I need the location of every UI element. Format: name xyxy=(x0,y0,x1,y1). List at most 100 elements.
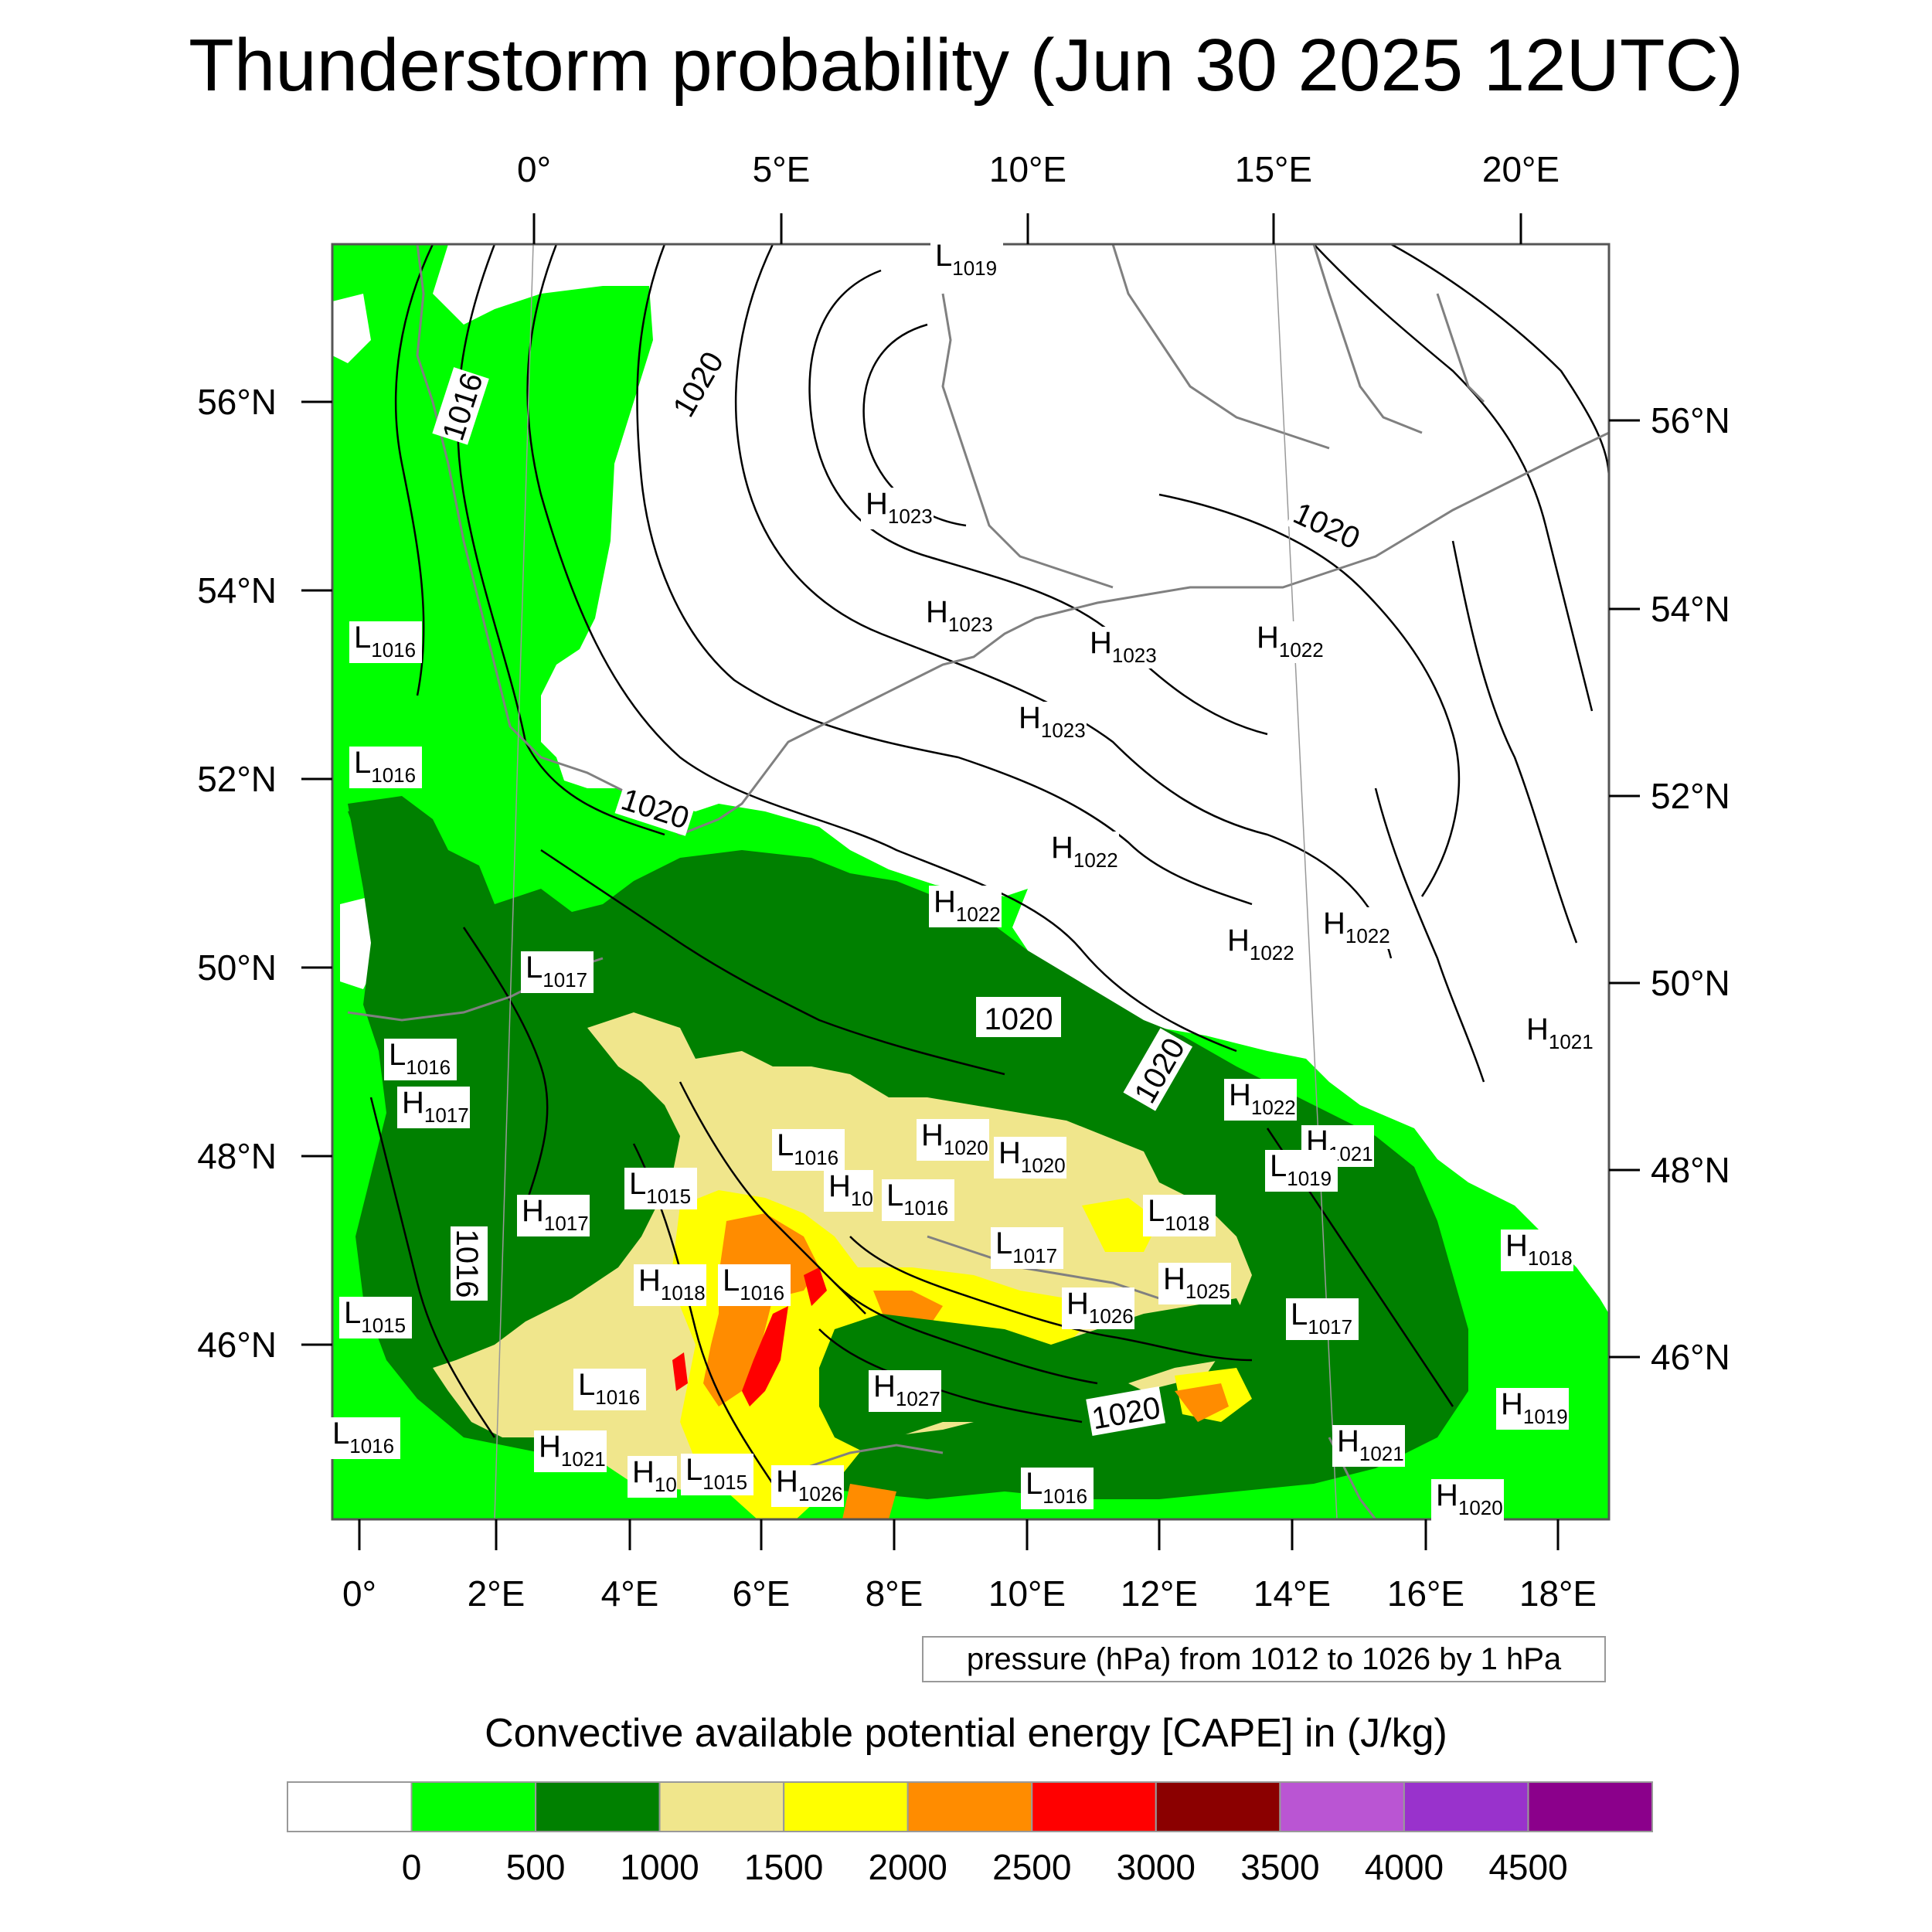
pressure-label-box xyxy=(1265,1150,1338,1192)
pressure-label-text: H1017 xyxy=(402,1086,469,1127)
high-pressure-label: H1022 xyxy=(1318,906,1391,949)
top-tick-label: 0° xyxy=(517,149,551,189)
pressure-center-letter: L xyxy=(354,746,371,780)
bottom-tick-label: 4°E xyxy=(601,1573,659,1614)
pressure-center-value: 1026 xyxy=(798,1482,843,1505)
pressure-center-letter: H xyxy=(1229,1078,1251,1112)
colorbar-tick-label: 500 xyxy=(506,1847,566,1887)
pressure-label-text: L1016 xyxy=(354,746,416,787)
pressure-label-box xyxy=(1522,1013,1594,1055)
colorbar-swatch xyxy=(906,1781,1033,1832)
pressure-center-letter: L xyxy=(526,951,543,985)
low-pressure-label: L1016 xyxy=(328,1417,400,1459)
pressure-center-value: 1016 xyxy=(595,1386,640,1409)
pressure-label-text: L1016 xyxy=(354,621,416,662)
colorbar-swatch xyxy=(1527,1781,1653,1832)
high-pressure-label: H1019 xyxy=(1496,1387,1569,1430)
low-pressure-label: L1015 xyxy=(681,1453,753,1495)
pressure-center-letter: H xyxy=(1337,1424,1359,1458)
pressure-label-box xyxy=(1085,627,1158,668)
bottom-tick-label: 18°E xyxy=(1519,1573,1597,1614)
pressure-center-letter: L xyxy=(1148,1194,1165,1228)
low-pressure-label: L1017 xyxy=(521,951,594,993)
low-pressure-label: L1016 xyxy=(772,1128,845,1171)
pressure-center-value: 1017 xyxy=(543,968,587,992)
low-pressure-label: L1016 xyxy=(349,621,422,663)
colorbar-swatch xyxy=(1031,1781,1157,1832)
pressure-label-box xyxy=(930,240,1003,281)
right-tick-label: 48°N xyxy=(1651,1150,1730,1190)
pressure-label-box xyxy=(517,1195,590,1236)
pressure-label-text: L1018 xyxy=(1148,1194,1209,1235)
pressure-center-value: 1025 xyxy=(1185,1280,1230,1303)
high-pressure-label: H1020 xyxy=(994,1136,1066,1179)
colorbar-swatch xyxy=(410,1781,536,1832)
low-pressure-label: L1016 xyxy=(573,1368,646,1410)
high-pressure-label: H1022 xyxy=(929,885,1002,927)
pressure-center-letter: L xyxy=(332,1417,349,1451)
pressure-label-box xyxy=(1223,924,1295,966)
pressure-center-value: 1023 xyxy=(888,505,933,528)
pressure-label-text: H1021 xyxy=(1337,1424,1404,1465)
pressure-label-box xyxy=(772,1129,845,1171)
pressure-label-text: H1020 xyxy=(921,1118,988,1159)
pressure-center-value: 1016 xyxy=(794,1146,838,1169)
bottom-tick-label: 2°E xyxy=(468,1573,526,1614)
pressure-center-value: 1022 xyxy=(1251,1096,1296,1119)
pressure-center-letter: H xyxy=(1526,1012,1549,1046)
pressure-center-letter: H xyxy=(402,1086,424,1120)
pressure-label-text: H1027 xyxy=(873,1369,940,1410)
pressure-center-value: 1017 xyxy=(1012,1244,1057,1267)
pressure-center-letter: H xyxy=(873,1369,896,1403)
chart-title: Thunderstorm probability (Jun 30 2025 12… xyxy=(189,24,1743,107)
cape-field xyxy=(332,244,1609,1519)
high-pressure-label: H10 xyxy=(824,1169,873,1212)
coastlines xyxy=(347,244,1609,1519)
pressure-center-value: 1026 xyxy=(1089,1304,1134,1328)
left-tick-label: 48°N xyxy=(197,1136,277,1176)
high-pressure-label: H1017 xyxy=(397,1086,470,1128)
pressure-label-box xyxy=(921,596,994,638)
pressure-label-box xyxy=(1014,702,1087,743)
left-tick-label: 52°N xyxy=(197,759,277,799)
pressure-label-box xyxy=(1431,1479,1504,1521)
pressure-label-box xyxy=(994,1137,1066,1179)
pressure-label-box xyxy=(1158,1263,1231,1304)
pressure-center-letter: H xyxy=(998,1136,1021,1170)
high-pressure-label: H1017 xyxy=(517,1194,590,1236)
high-pressure-label: H1027 xyxy=(869,1369,941,1412)
pressure-center-letter: H xyxy=(1090,626,1112,660)
colorbar-tick-label: 4000 xyxy=(1365,1847,1444,1887)
pressure-label-box xyxy=(1501,1230,1573,1271)
pressure-center-value: 1016 xyxy=(740,1281,784,1304)
low-pressure-label: L1017 xyxy=(991,1226,1063,1269)
pressure-center-value: 1017 xyxy=(544,1212,589,1235)
pressure-label-text: H10 xyxy=(828,1169,873,1210)
bottom-tick-label: 16°E xyxy=(1387,1573,1464,1614)
colorbar-title: Convective available potential energy [C… xyxy=(485,1711,1447,1756)
pressure-center-letter: L xyxy=(886,1179,903,1213)
high-pressure-label: H1023 xyxy=(921,595,994,638)
pressure-center-letter: H xyxy=(921,1118,944,1152)
pressure-center-value: 1023 xyxy=(948,613,993,636)
pressure-label-text: H1023 xyxy=(1090,626,1157,667)
pressure-label-text: H1023 xyxy=(866,487,933,528)
pressure-label-text: L1016 xyxy=(777,1128,838,1169)
low-pressure-label: L1019 xyxy=(1265,1149,1338,1192)
pressure-label-box xyxy=(384,1039,457,1080)
pressure-label-box xyxy=(349,747,422,788)
pressure-center-letter: H xyxy=(1436,1478,1458,1512)
pressure-label-box xyxy=(328,1417,400,1459)
high-pressure-label: H1026 xyxy=(771,1464,844,1507)
pressure-center-letter: H xyxy=(1501,1387,1523,1421)
pressure-center-value: 1019 xyxy=(952,257,997,280)
high-pressure-label: H1022 xyxy=(1046,831,1119,873)
cape-colorbar: 0 500 1000 1500 2000 2500 3000 3500 4000 4500 xyxy=(287,1781,1653,1887)
pressure-center-letter: L xyxy=(723,1264,740,1298)
pressure-label-text: H1023 xyxy=(926,595,993,636)
pressure-center-letter: H xyxy=(632,1455,655,1489)
pressure-label-text: H1019 xyxy=(1501,1387,1568,1428)
pressure-center-value: 1021 xyxy=(1549,1030,1594,1053)
right-tick-label: 56°N xyxy=(1651,400,1730,440)
high-pressure-label: H1021 xyxy=(1332,1424,1405,1467)
